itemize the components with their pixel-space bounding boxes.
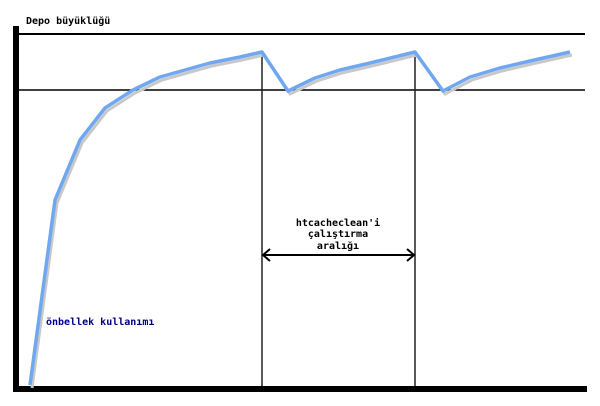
x-axis — [13, 386, 587, 392]
usage-curve — [28, 50, 571, 386]
interval-label-line-1: htcacheclean'i — [296, 217, 380, 229]
interval-label-line-3: aralığı — [317, 240, 359, 252]
interval-label-line-2: çalıştırma — [308, 229, 368, 240]
usage-label: önbellek kullanımı — [46, 317, 154, 328]
y-axis — [13, 26, 19, 392]
interval-arrow — [261, 248, 416, 262]
diagram-title: Depo büyüklüğü — [26, 15, 110, 27]
